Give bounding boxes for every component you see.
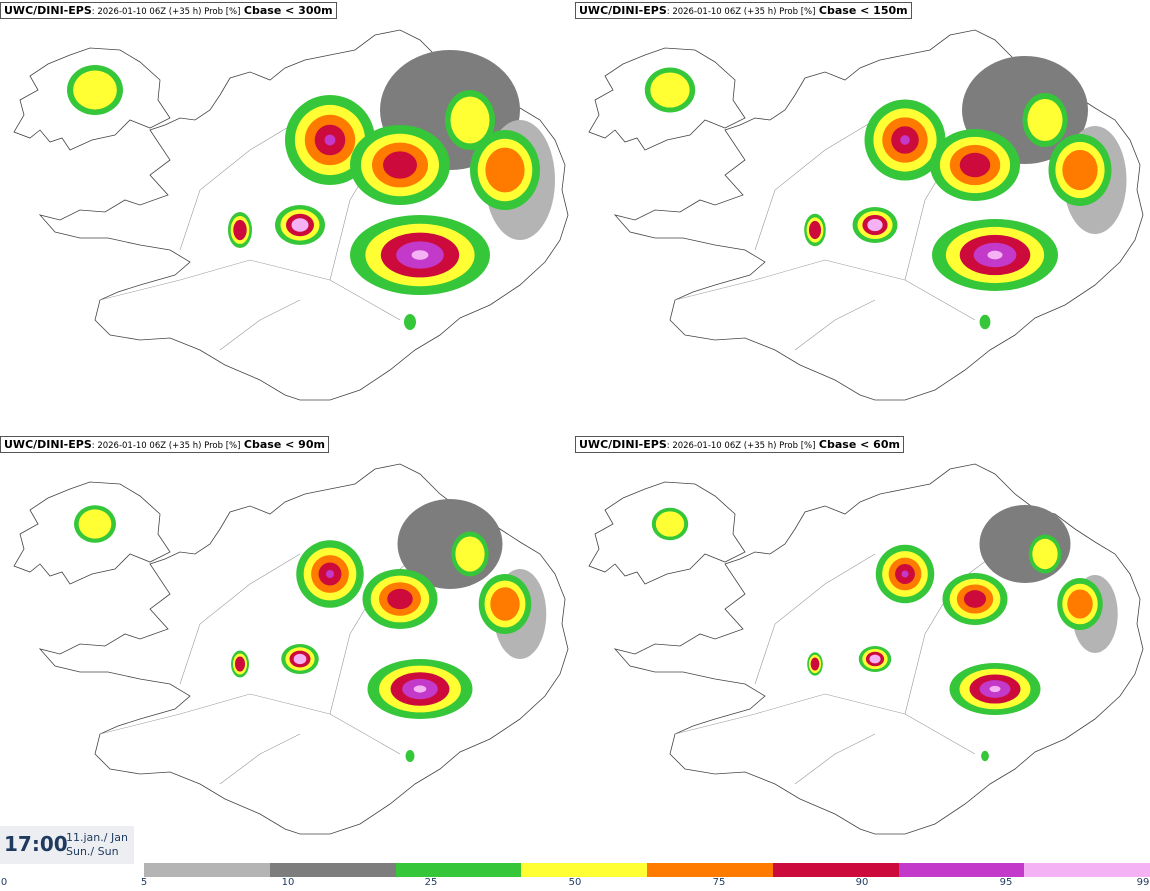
- colorbar-tick-label: 5: [140, 877, 148, 888]
- probability-contour: [979, 314, 991, 330]
- road-line: [754, 553, 876, 685]
- probability-contour: [413, 685, 427, 693]
- probability-contour: [383, 151, 417, 179]
- probability-contour: [900, 135, 910, 145]
- colorbar-segment: [898, 863, 1025, 877]
- probability-contour: [233, 219, 247, 241]
- probability-contour: [808, 220, 822, 240]
- map-panel-300m: UWC/DINI-EPS: 2026-01-10 06Z (+35 h) Pro…: [0, 0, 575, 430]
- colorbar-tick-label: 95: [999, 877, 1013, 888]
- road-line: [219, 733, 301, 785]
- valid-date: 11.jan./ Jan Sun./ Sun: [66, 831, 128, 859]
- colorbar-tick-label: 75: [712, 877, 726, 888]
- valid-time: 17:00: [4, 832, 68, 856]
- colorbar-segment: [647, 863, 773, 877]
- probability-contour: [981, 750, 989, 762]
- road-line: [179, 553, 301, 685]
- probability-contour: [490, 587, 520, 621]
- probability-contour: [387, 588, 413, 610]
- road-line: [219, 299, 301, 351]
- run-info: : 2026-01-10 06Z (+35 h) Prob [%]: [91, 441, 241, 451]
- run-info: : 2026-01-10 06Z (+35 h) Prob [%]: [666, 7, 816, 17]
- probability-contour: [867, 218, 883, 232]
- probability-contour: [987, 250, 1003, 260]
- model-name: UWC/DINI-EPS: [4, 4, 92, 17]
- probability-contour: [963, 590, 987, 608]
- threshold-label: Cbase < 300m: [243, 4, 333, 17]
- probability-contour: [73, 70, 117, 110]
- colorbar-segment: [269, 863, 396, 877]
- probability-contour: [234, 656, 246, 672]
- probability-contour: [325, 569, 335, 579]
- threshold-label: Cbase < 90m: [243, 438, 325, 451]
- model-name: UWC/DINI-EPS: [579, 4, 667, 17]
- colorbar-tick-label: 99: [1136, 877, 1150, 888]
- panel-title: UWC/DINI-EPS: 2026-01-10 06Z (+35 h) Pro…: [0, 2, 337, 19]
- colorbar: [144, 863, 1150, 877]
- model-name: UWC/DINI-EPS: [4, 438, 92, 451]
- iceland-map: [588, 463, 1144, 835]
- map-panel-90m: UWC/DINI-EPS: 2026-01-10 06Z (+35 h) Pro…: [0, 434, 575, 864]
- colorbar-tick-label: 90: [855, 877, 869, 888]
- iceland-map: [588, 29, 1144, 401]
- probability-contour: [324, 134, 336, 146]
- probability-contour: [455, 536, 485, 572]
- probability-contour: [404, 314, 416, 330]
- threshold-label: Cbase < 60m: [818, 438, 900, 451]
- colorbar-segment: [521, 863, 647, 877]
- colorbar-tick-label: 10: [281, 877, 295, 888]
- road-line: [754, 119, 876, 251]
- colorbar-segment: [395, 863, 522, 877]
- date-line-1: 11.jan./ Jan: [66, 831, 128, 844]
- road-line: [794, 733, 876, 785]
- probability-contour: [869, 654, 881, 664]
- probability-contour: [405, 750, 415, 762]
- probability-contour: [810, 657, 820, 671]
- probability-contour: [1062, 149, 1098, 191]
- probability-contour: [989, 685, 1001, 693]
- probability-contour: [291, 218, 309, 232]
- date-line-2: Sun./ Sun: [66, 845, 119, 858]
- panel-title: UWC/DINI-EPS: 2026-01-10 06Z (+35 h) Pro…: [575, 436, 904, 453]
- iceland-map: [13, 29, 569, 401]
- run-info: : 2026-01-10 06Z (+35 h) Prob [%]: [666, 441, 816, 451]
- probability-contour: [411, 250, 429, 260]
- probability-contour: [485, 147, 525, 193]
- probability-contour: [1027, 98, 1063, 142]
- road-line: [674, 693, 976, 755]
- probability-contour: [650, 72, 690, 108]
- probability-contour: [78, 509, 112, 539]
- map-panel-60m: UWC/DINI-EPS: 2026-01-10 06Z (+35 h) Pro…: [575, 434, 1150, 864]
- map-panel-150m: UWC/DINI-EPS: 2026-01-10 06Z (+35 h) Pro…: [575, 0, 1150, 430]
- road-line: [674, 259, 976, 321]
- probability-contour: [293, 653, 307, 665]
- probability-contour: [1032, 538, 1058, 570]
- road-line: [99, 693, 401, 755]
- run-info: : 2026-01-10 06Z (+35 h) Prob [%]: [91, 7, 241, 17]
- road-line: [794, 299, 876, 351]
- colorbar-segment: [1024, 863, 1150, 877]
- threshold-label: Cbase < 150m: [818, 4, 908, 17]
- colorbar-tick-label: 50: [568, 877, 582, 888]
- colorbar-segment: [772, 863, 899, 877]
- valid-time-box: 17:00 11.jan./ Jan Sun./ Sun: [0, 826, 134, 864]
- probability-contour: [1067, 589, 1093, 619]
- colorbar-tick-label: 25: [424, 877, 438, 888]
- road-line: [99, 259, 401, 321]
- probability-contour: [959, 152, 991, 178]
- road-line: [179, 119, 301, 251]
- road-line: [904, 553, 996, 715]
- probability-contour: [655, 511, 685, 537]
- iceland-map: [13, 463, 569, 835]
- model-name: UWC/DINI-EPS: [579, 438, 667, 451]
- panel-title: UWC/DINI-EPS: 2026-01-10 06Z (+35 h) Pro…: [0, 436, 329, 453]
- colorbar-segment: [144, 863, 270, 877]
- panel-title: UWC/DINI-EPS: 2026-01-10 06Z (+35 h) Pro…: [575, 2, 912, 19]
- colorbar-tick-label: 0: [0, 877, 8, 888]
- probability-contour: [450, 96, 490, 144]
- probability-contour: [901, 570, 909, 578]
